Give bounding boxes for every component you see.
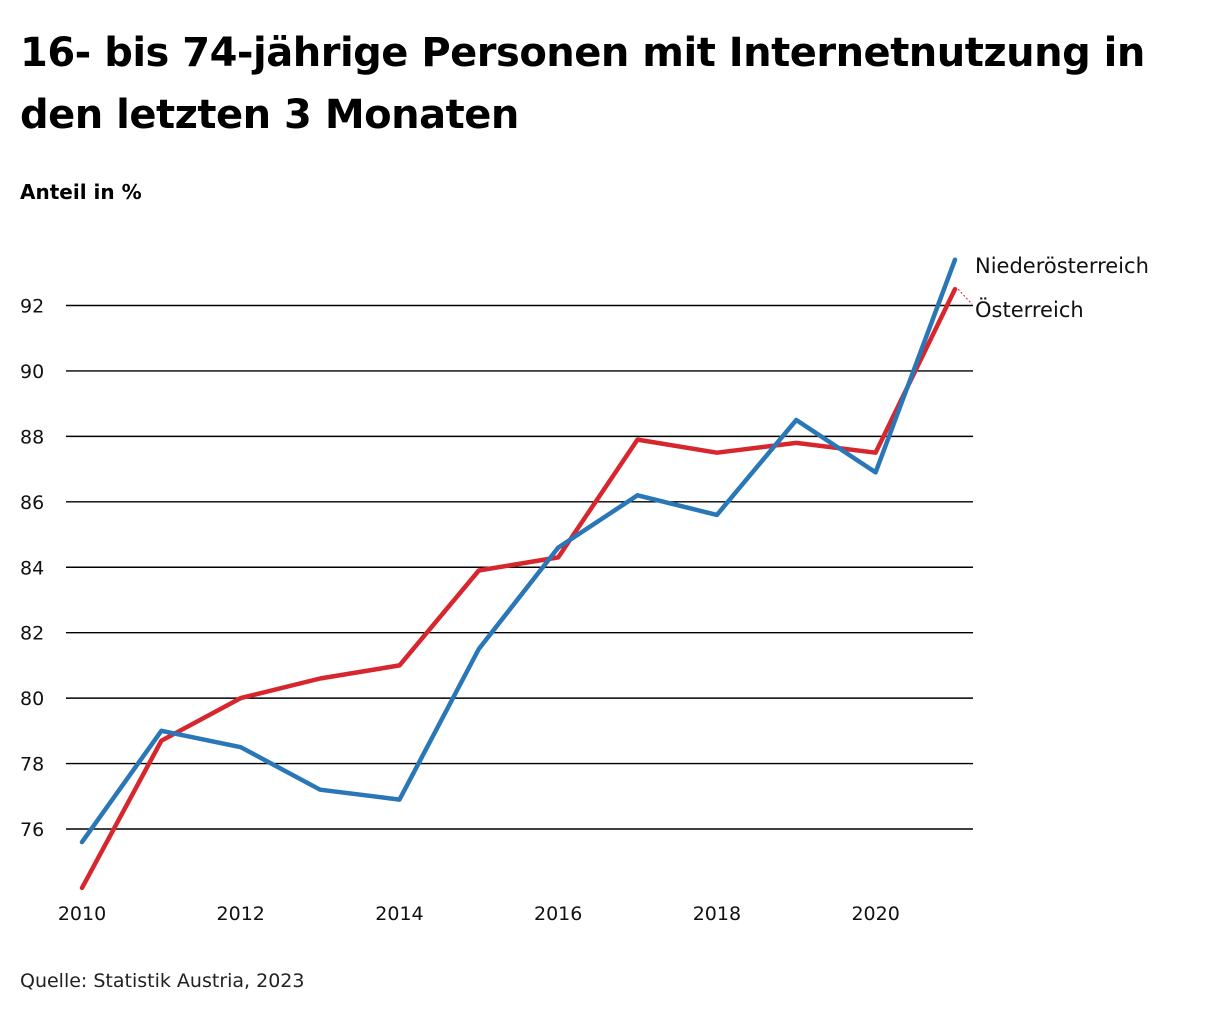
- x-tick-label: 2018: [693, 903, 741, 925]
- y-tick-label: 76: [20, 819, 44, 841]
- y-tick-label: 84: [20, 557, 44, 579]
- y-tick-label: 80: [20, 688, 44, 710]
- chart-title: 16- bis 74-jährige Personen mit Internet…: [20, 30, 1145, 138]
- series-label-oesterreich: Österreich: [975, 297, 1084, 322]
- y-tick-label: 78: [20, 754, 44, 776]
- series-labels: Niederösterreich Österreich: [957, 254, 1149, 322]
- label-connector: [957, 288, 973, 305]
- x-tick-label: 2016: [534, 903, 582, 925]
- series-line-niederösterreich: [79, 257, 958, 845]
- y-tick-label: 90: [20, 361, 44, 383]
- x-axis-ticks: 2010 2012 2014 2016 2018 2020: [58, 903, 900, 925]
- x-tick-label: 2010: [58, 903, 106, 925]
- x-tick-label: 2020: [851, 903, 899, 925]
- y-axis-ticks: 76 78 80 82 84 86 88 90 92: [20, 296, 44, 842]
- series-line-österreich: [79, 286, 958, 891]
- source-note: Quelle: Statistik Austria, 2023: [20, 970, 305, 992]
- series-lines: [79, 257, 958, 891]
- series-label-niederoesterreich: Niederösterreich: [975, 254, 1149, 278]
- y-tick-label: 82: [20, 623, 44, 645]
- x-tick-label: 2014: [375, 903, 423, 925]
- y-tick-label: 92: [20, 296, 44, 318]
- y-tick-label: 88: [20, 426, 44, 448]
- gridlines: [66, 304, 973, 830]
- y-axis-label: Anteil in %: [20, 180, 142, 204]
- x-tick-label: 2012: [217, 903, 265, 925]
- y-tick-label: 86: [20, 492, 44, 514]
